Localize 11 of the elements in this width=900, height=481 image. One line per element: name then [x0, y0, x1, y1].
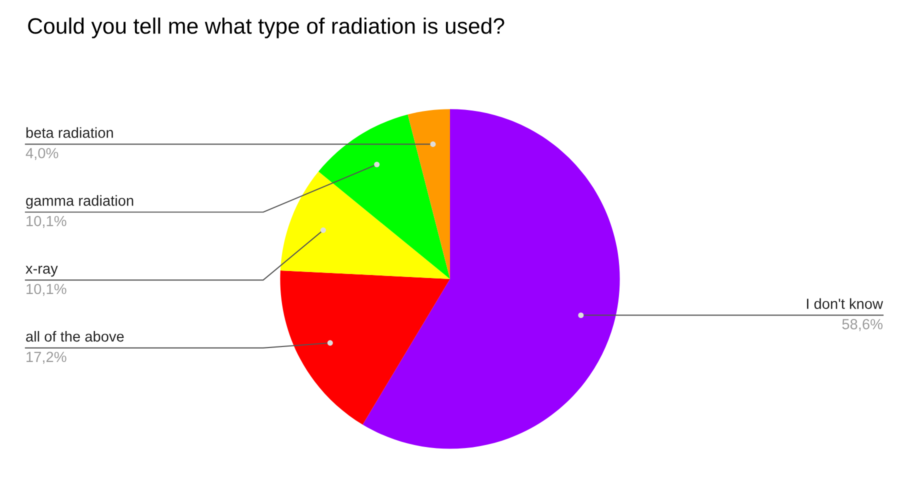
data-label: 17,2%: [26, 352, 66, 364]
slice-label: all of the above: [26, 330, 124, 342]
data-label: 58,6%: [842, 319, 882, 332]
data-label: 10,1%: [26, 216, 66, 228]
data-label: 4,0%: [26, 148, 58, 160]
data-label: 10,1%: [26, 284, 66, 296]
slice-label: x-ray: [26, 266, 58, 277]
slice-label: I don't know: [807, 298, 884, 309]
slice-label: beta radiation: [26, 127, 113, 138]
slice-label: gamma radiation: [26, 195, 134, 209]
chart-title: Could you tell me what type of radiation is used?: [28, 18, 504, 38]
